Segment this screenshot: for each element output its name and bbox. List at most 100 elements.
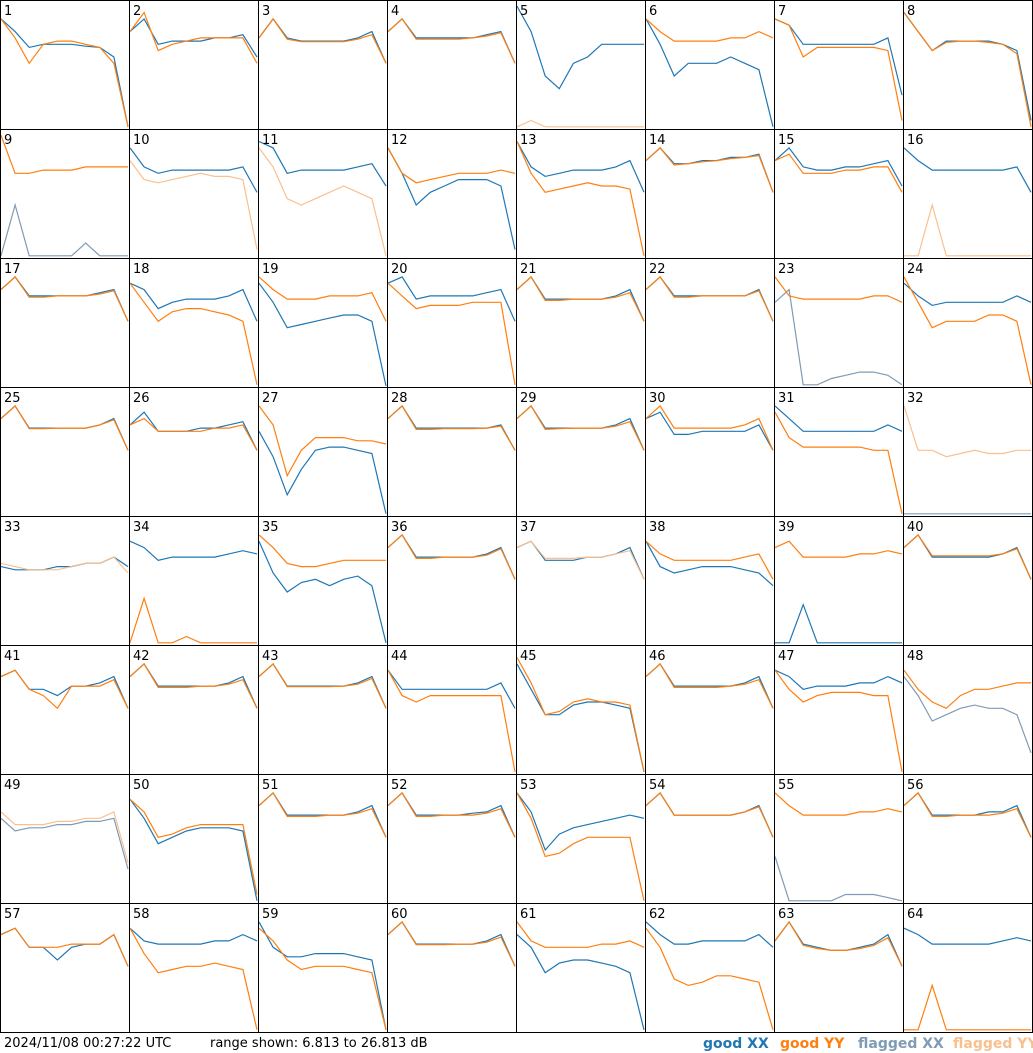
panel: 45 xyxy=(516,645,646,775)
panel-border xyxy=(387,645,517,775)
panel-label: 26 xyxy=(133,391,150,406)
spectrum-line xyxy=(774,18,903,121)
spectrum-line xyxy=(258,534,386,568)
panel: 17 xyxy=(0,258,130,388)
spectrum-line xyxy=(258,140,387,187)
panel-label: 63 xyxy=(778,907,795,922)
panel-border xyxy=(903,0,1033,130)
panel-label: 37 xyxy=(520,520,537,535)
panel-border xyxy=(0,645,130,775)
panel-border xyxy=(645,645,775,775)
panel: 8 xyxy=(903,0,1033,130)
panel-border xyxy=(129,516,259,646)
panel-label: 52 xyxy=(391,778,408,793)
spectrum-line xyxy=(645,540,774,580)
panel-label: 40 xyxy=(907,520,924,535)
panel-label: 48 xyxy=(907,649,924,664)
spectrum-line xyxy=(258,147,387,256)
panel-border xyxy=(774,903,904,1033)
panel: 41 xyxy=(0,645,130,775)
panel-border xyxy=(516,516,646,646)
panel: 37 xyxy=(516,516,646,646)
panel-label: 9 xyxy=(4,133,12,148)
panel: 48 xyxy=(903,645,1033,775)
panel-border xyxy=(129,387,259,517)
spectrum-line xyxy=(904,202,1031,257)
spectrum-line xyxy=(774,276,903,303)
panel: 7 xyxy=(774,0,904,130)
spectrum-line xyxy=(645,18,774,127)
panel: 62 xyxy=(645,903,775,1033)
spectrum-line xyxy=(387,404,516,451)
panel-border xyxy=(774,387,904,517)
panel-label: 29 xyxy=(520,391,537,406)
panel-border xyxy=(516,774,646,904)
panel: 11 xyxy=(258,129,388,259)
spectrum-line xyxy=(258,791,387,838)
panel-border xyxy=(903,516,1033,646)
spectrum-line xyxy=(516,404,645,451)
spectrum-line xyxy=(0,275,129,322)
panel-label: 16 xyxy=(907,133,924,148)
spectrum-line xyxy=(903,405,1031,458)
panel-label: 10 xyxy=(133,133,150,148)
spectrum-line xyxy=(129,540,258,561)
panel-border xyxy=(516,129,646,259)
spectrum-line xyxy=(258,276,387,322)
panel: 56 xyxy=(903,774,1033,904)
spectrum-line xyxy=(387,669,516,772)
panel: 53 xyxy=(516,774,646,904)
spectrum-line xyxy=(387,669,516,709)
panel-label: 13 xyxy=(520,133,537,148)
spectrum-line xyxy=(903,676,1032,754)
panel: 6 xyxy=(645,0,775,130)
panel-border xyxy=(258,129,388,259)
panel-border xyxy=(387,387,517,517)
spectrum-line xyxy=(645,662,774,709)
spectrum-line xyxy=(129,160,258,250)
spectrum-line xyxy=(129,798,258,895)
spectrum-line xyxy=(0,404,129,451)
panel: 36 xyxy=(387,516,517,646)
spectrum-line xyxy=(387,404,516,451)
panel-border xyxy=(129,774,259,904)
panel-label: 55 xyxy=(778,778,795,793)
spectrum-line xyxy=(258,927,387,1030)
panel-border xyxy=(129,0,259,130)
spectrum-line xyxy=(0,817,129,870)
panel-label: 12 xyxy=(391,133,408,148)
spectrum-line xyxy=(516,275,645,322)
spectrum-line xyxy=(774,411,903,514)
spectrum-line xyxy=(903,147,1032,193)
panel-label: 60 xyxy=(391,907,408,922)
panel: 25 xyxy=(0,387,130,517)
panel-border xyxy=(387,774,517,904)
spectrum-line xyxy=(775,602,902,644)
spectrum-line xyxy=(774,288,903,386)
panel-label: 22 xyxy=(649,262,666,277)
spectrum-line xyxy=(129,11,258,64)
panel-label: 32 xyxy=(907,391,924,406)
panel-border xyxy=(387,516,517,646)
panel-label: 47 xyxy=(778,649,795,664)
panel-label: 8 xyxy=(907,4,915,19)
spectrum-line xyxy=(774,405,903,432)
panel-label: 15 xyxy=(778,133,795,148)
panel-label: 1 xyxy=(4,4,12,19)
spectrum-line xyxy=(645,275,774,322)
spectrum-line xyxy=(0,669,129,710)
panel: 51 xyxy=(258,774,388,904)
spectrum-line xyxy=(258,282,387,387)
panel-border xyxy=(774,516,904,646)
spectrum-line xyxy=(774,669,903,772)
panel-label: 38 xyxy=(649,520,666,535)
panel-border xyxy=(129,129,259,259)
panel-border xyxy=(129,903,259,1033)
spectrum-line xyxy=(387,920,516,967)
panel: 24 xyxy=(903,258,1033,388)
panel-border xyxy=(387,258,517,388)
panel: 15 xyxy=(774,129,904,259)
spectrum-line xyxy=(516,921,645,948)
panel-label: 20 xyxy=(391,262,408,277)
panel: 49 xyxy=(0,774,130,904)
